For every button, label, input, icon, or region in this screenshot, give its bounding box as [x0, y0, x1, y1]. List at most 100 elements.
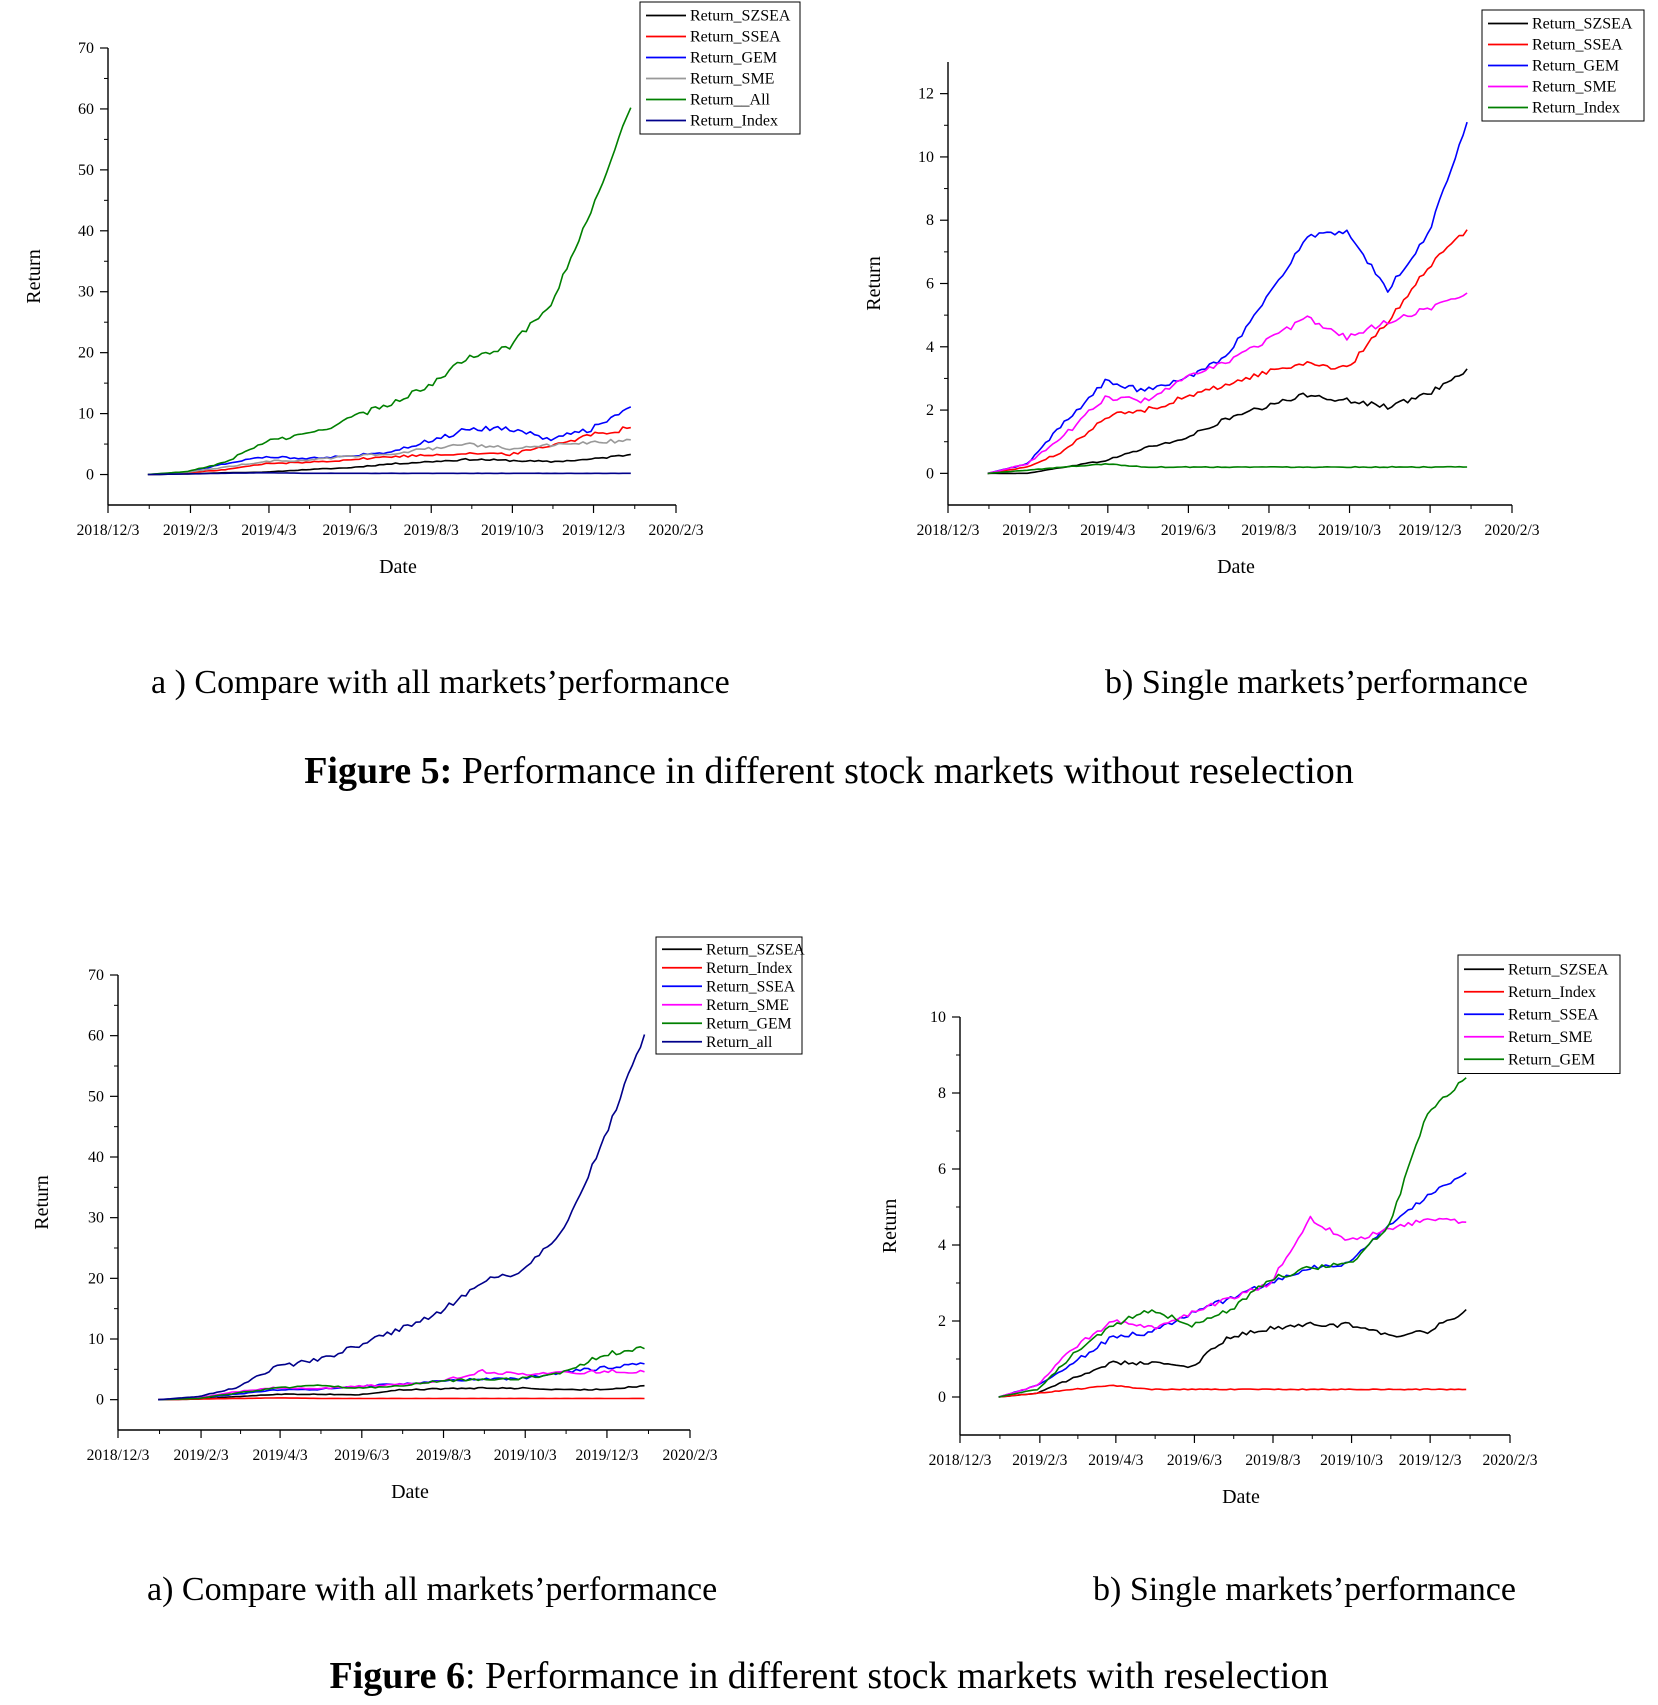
y-axis-title: Return: [23, 249, 45, 303]
y-tick-label: 0: [938, 1389, 946, 1406]
subcaption-fig6-b: b) Single markets’performance: [1093, 1571, 1516, 1608]
series-line-return-index: [987, 462, 1468, 475]
legend-label: Return_SZSEA: [706, 941, 805, 958]
legend-label: Return_SZSEA: [1532, 16, 1633, 33]
legend-label: Return_SSEA: [690, 29, 781, 46]
y-tick-label: 12: [918, 86, 934, 103]
y-tick-label: 6: [938, 1161, 946, 1178]
y-axis-title: Return: [31, 1175, 53, 1229]
x-tick-label: 2019/8/3: [416, 1447, 471, 1464]
y-tick-label: 10: [78, 406, 94, 423]
y-axis-title: Return: [879, 1199, 901, 1253]
series-line-return-gem: [158, 1345, 645, 1401]
legend-label: Return_SZSEA: [1508, 961, 1609, 978]
chart-fig5-a: 0 10 20 30 40 50 60 70 2018/12/3 2019/2/3 2019/4/3…: [0, 0, 820, 580]
figure-5-label: Figure 5:: [304, 750, 453, 792]
series-line-return-all: [147, 107, 632, 476]
series-line-return-sme: [147, 438, 631, 476]
subcaption-fig5-a: a ) Compare with all markets’performance: [151, 664, 730, 701]
x-tick-label: 2019/2/3: [1002, 522, 1057, 539]
figure-6-label: Figure 6: [329, 1655, 465, 1697]
figure-5-caption: Figure 5: Performance in different stock…: [0, 749, 1658, 793]
y-tick-label: 60: [88, 1028, 104, 1045]
y-tick-label: 40: [78, 223, 94, 240]
y-tick-label: 20: [88, 1270, 104, 1287]
y-tick-label: 2: [938, 1313, 946, 1330]
x-tick-label: 2019/6/3: [1167, 1452, 1222, 1469]
y-tick-label: 8: [926, 212, 934, 229]
legend-box: [639, 1, 801, 135]
y-tick-label: 4: [926, 339, 934, 356]
legend-label: Return_SME: [690, 71, 774, 88]
chart-fig6-b: 0 2 4 6 8 10 2018/12/3 2019/2/3 2019/4/3 2019/6/3…: [840, 915, 1658, 1508]
legend-label: Return_SME: [1508, 1029, 1592, 1046]
legend-label: Return_all: [706, 1034, 773, 1051]
x-tick-label: 2020/2/3: [1482, 1452, 1537, 1469]
figure-5-caption-text: Performance in different stock markets w…: [452, 750, 1354, 792]
legend-label: Return_Index: [706, 960, 793, 977]
series-line-return-index: [158, 1397, 645, 1401]
y-tick-label: 0: [96, 1392, 104, 1409]
figure-6-caption: Figure 6: Performance in different stock…: [0, 1654, 1658, 1698]
x-tick-label: 2020/2/3: [662, 1447, 717, 1464]
y-tick-label: 10: [88, 1331, 104, 1348]
x-axis-title: Date: [379, 556, 417, 578]
x-tick-label: 2019/12/3: [1399, 1452, 1462, 1469]
figure-6-caption-text: : Performance in different stock markets…: [464, 1655, 1329, 1697]
y-tick-label: 6: [926, 276, 934, 293]
x-tick-label: 2019/10/3: [481, 522, 544, 539]
y-tick-label: 50: [88, 1088, 104, 1105]
series-line-return-index: [147, 471, 631, 476]
x-tick-label: 2019/4/3: [1088, 1452, 1143, 1469]
x-tick-label: 2019/6/3: [323, 522, 378, 539]
chart-svg-fig6-a: 0 10 20 30 40 50 60 70 2018/12/3 2019/2/3 2019/4/3…: [31, 936, 805, 1503]
legend-label: Return_SZSEA: [690, 8, 791, 25]
legend-label: Return_Index: [1508, 984, 1596, 1001]
chart-fig6-a: 0 10 20 30 40 50 60 70 2018/12/3 2019/2/3 2019/4/3…: [0, 915, 820, 1503]
legend-label: Return_GEM: [1532, 58, 1619, 75]
series-line-return-szsea: [158, 1384, 645, 1401]
legend-label: Return__All: [690, 92, 771, 109]
x-tick-label: 2019/4/3: [253, 1447, 308, 1464]
series-line-return-szsea: [998, 1309, 1467, 1398]
chart-svg-fig5-b: 0 2 4 6 8 10 12 2018/12/3 2019/2/3 2019/4/3 2019/6…: [863, 9, 1645, 578]
x-axis-title: Date: [1217, 556, 1255, 578]
y-tick-label: 40: [88, 1149, 104, 1166]
x-tick-label: 2019/6/3: [1161, 522, 1216, 539]
x-tick-label: 2019/2/3: [1012, 1452, 1067, 1469]
y-tick-label: 70: [88, 967, 104, 984]
legend-label: Return_SSEA: [1532, 37, 1623, 54]
series-line-return-sme: [987, 292, 1468, 475]
y-tick-label: 8: [938, 1085, 946, 1102]
x-tick-label: 2019/10/3: [494, 1447, 557, 1464]
chart-svg-fig5-a: 0 10 20 30 40 50 60 70 2018/12/3 2019/2/3 2019/4/3…: [23, 1, 801, 578]
y-tick-label: 10: [918, 149, 934, 166]
chart-fig5-b: 0 2 4 6 8 10 12 2018/12/3 2019/2/3 2019/4/3 2019/6…: [840, 0, 1658, 580]
x-tick-label: 2019/4/3: [1080, 522, 1135, 539]
y-tick-label: 10: [930, 1009, 946, 1026]
x-tick-label: 2019/12/3: [1399, 522, 1462, 539]
x-tick-label: 2019/10/3: [1318, 522, 1381, 539]
x-tick-label: 2020/2/3: [1484, 522, 1539, 539]
y-tick-label: 50: [78, 162, 94, 179]
legend-label: Return_Index: [1532, 100, 1620, 117]
y-tick-label: 4: [938, 1237, 946, 1254]
y-tick-label: 2: [926, 402, 934, 419]
x-axis-title: Date: [1222, 1486, 1260, 1508]
y-tick-label: 0: [86, 467, 94, 484]
series-line-return-gem: [998, 1077, 1467, 1398]
legend-label: Return_GEM: [1508, 1051, 1595, 1068]
x-tick-label: 2018/12/3: [929, 1452, 992, 1469]
series-line-return-all: [158, 1034, 646, 1401]
y-tick-label: 20: [78, 345, 94, 362]
legend-box: [655, 936, 803, 1055]
x-tick-label: 2019/8/3: [1245, 1452, 1300, 1469]
x-tick-label: 2019/6/3: [334, 1447, 389, 1464]
x-tick-label: 2019/2/3: [163, 522, 218, 539]
y-tick-label: 60: [78, 101, 94, 118]
legend-label: Return_Index: [690, 113, 778, 130]
subcaption-fig5-b: b) Single markets’performance: [1105, 664, 1528, 701]
subcaption-fig6-a: a) Compare with all markets’performance: [147, 1571, 718, 1608]
x-tick-label: 2018/12/3: [87, 1447, 150, 1464]
x-tick-label: 2019/12/3: [562, 522, 625, 539]
